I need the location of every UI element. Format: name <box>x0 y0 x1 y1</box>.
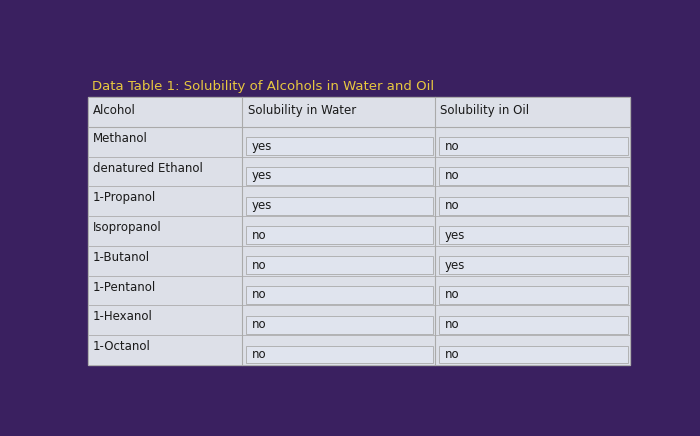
Bar <box>435 335 630 365</box>
Bar <box>246 346 433 364</box>
Text: Isopropanol: Isopropanol <box>93 221 162 234</box>
Text: yes: yes <box>252 169 272 182</box>
Bar <box>88 97 630 365</box>
Bar <box>88 97 242 127</box>
Text: no: no <box>444 289 459 301</box>
Text: Solubility in Oil: Solubility in Oil <box>440 104 529 117</box>
Bar <box>246 316 433 334</box>
Text: Methanol: Methanol <box>93 132 148 145</box>
Text: no: no <box>444 318 459 331</box>
Bar <box>246 286 433 304</box>
Bar <box>88 246 242 276</box>
Bar <box>439 316 628 334</box>
Bar <box>88 305 242 335</box>
Text: yes: yes <box>444 259 465 272</box>
Bar <box>242 216 435 246</box>
Text: no: no <box>252 289 267 301</box>
Text: no: no <box>252 318 267 331</box>
Text: no: no <box>444 199 459 212</box>
Text: 1-Propanol: 1-Propanol <box>93 191 156 204</box>
Bar <box>88 216 242 246</box>
Bar <box>242 97 435 127</box>
Bar <box>242 157 435 186</box>
Text: no: no <box>444 140 459 153</box>
Bar <box>246 137 433 155</box>
Bar <box>439 226 628 244</box>
Bar <box>439 167 628 185</box>
Text: yes: yes <box>252 140 272 153</box>
Bar <box>242 276 435 305</box>
Bar <box>88 276 242 305</box>
Bar <box>435 186 630 216</box>
Text: no: no <box>444 169 459 182</box>
Text: Data Table 1: Solubility of Alcohols in Water and Oil: Data Table 1: Solubility of Alcohols in … <box>92 80 434 93</box>
Bar <box>246 197 433 215</box>
Bar <box>242 246 435 276</box>
Bar <box>439 137 628 155</box>
Bar <box>435 216 630 246</box>
Bar <box>88 157 242 186</box>
Text: Solubility in Water: Solubility in Water <box>248 104 356 117</box>
Text: Alcohol: Alcohol <box>93 104 136 117</box>
Text: no: no <box>444 348 459 361</box>
Bar <box>435 276 630 305</box>
Bar <box>242 127 435 157</box>
Bar <box>435 246 630 276</box>
Text: no: no <box>252 259 267 272</box>
Bar <box>246 167 433 185</box>
Bar <box>435 97 630 127</box>
Bar <box>88 97 630 365</box>
Bar <box>435 157 630 186</box>
Bar <box>88 186 242 216</box>
Bar <box>435 127 630 157</box>
Bar <box>242 186 435 216</box>
Bar <box>88 127 242 157</box>
Bar <box>246 256 433 274</box>
Text: 1-Butanol: 1-Butanol <box>93 251 150 264</box>
Text: no: no <box>252 229 267 242</box>
Text: yes: yes <box>444 229 465 242</box>
Bar <box>439 197 628 215</box>
Bar <box>246 226 433 244</box>
Bar <box>439 346 628 364</box>
Bar <box>435 305 630 335</box>
Bar <box>88 335 242 365</box>
Bar <box>242 335 435 365</box>
Bar <box>439 256 628 274</box>
Text: denatured Ethanol: denatured Ethanol <box>93 162 203 174</box>
Bar <box>242 305 435 335</box>
Bar <box>88 75 630 97</box>
Text: 1-Octanol: 1-Octanol <box>93 340 150 353</box>
Text: no: no <box>252 348 267 361</box>
Bar <box>439 286 628 304</box>
Text: 1-Pentanol: 1-Pentanol <box>93 281 156 294</box>
Text: 1-Hexanol: 1-Hexanol <box>93 310 153 324</box>
Text: yes: yes <box>252 199 272 212</box>
